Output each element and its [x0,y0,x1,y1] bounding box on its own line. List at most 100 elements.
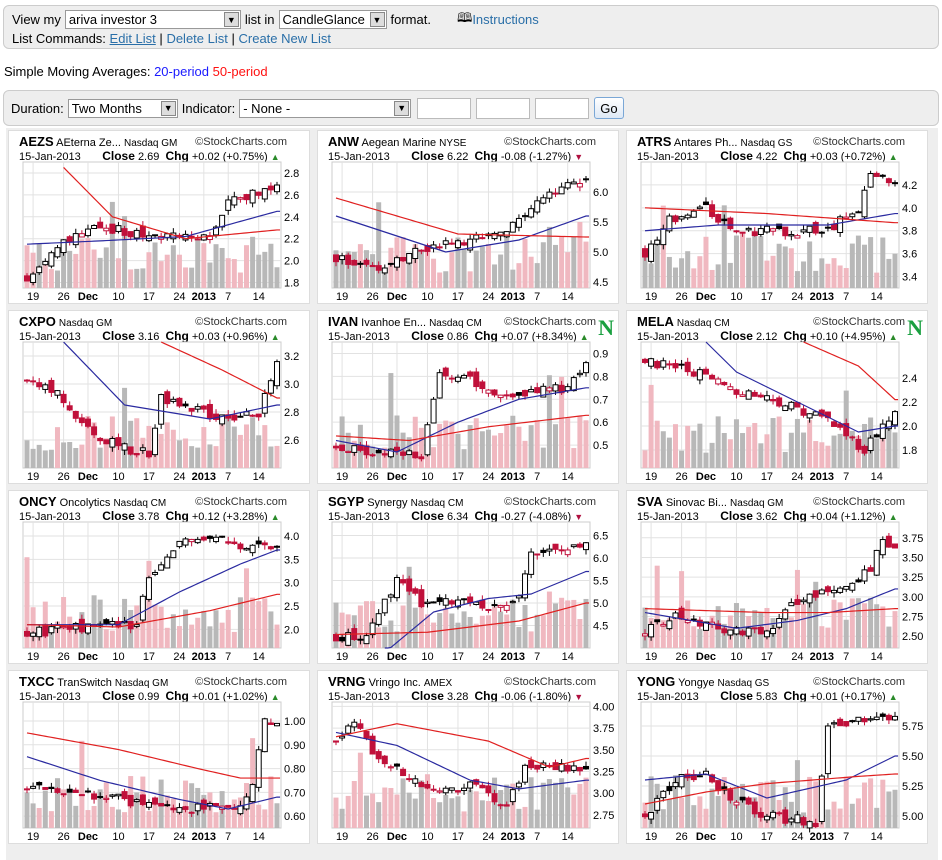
candle-body [776,812,783,815]
y-tick-label: 5.25 [902,781,923,793]
candle-body [121,791,128,800]
volume-bar [577,783,583,828]
candle-body [274,545,280,548]
candle-body [339,255,346,261]
symbol[interactable]: ATRS [637,134,672,149]
x-tick-label: 14 [562,831,574,843]
format-value: CandleGlance [282,12,365,27]
candle-chart-txcc[interactable]: TXCC TranSwitch Nasdaq GM ©StockCharts.c… [8,670,310,844]
volume-bar [140,607,146,648]
volume-bar [237,272,243,288]
candle-chart-vrng[interactable]: VRNG Vringo Inc. AMEX ©StockCharts.com 1… [317,670,619,844]
candle-body [72,233,79,246]
sma50-line [63,167,281,240]
param-input-3[interactable] [535,97,590,119]
candle-body [424,601,431,605]
symbol[interactable]: SGYP [328,494,365,509]
indicator-select[interactable]: - None - ▼ [239,98,412,118]
create-list-link[interactable]: Create New List [238,31,331,46]
delete-list-link[interactable]: Delete List [166,31,228,46]
x-tick-label: 17 [452,471,464,483]
volume-bar [819,258,825,288]
candle-body [583,178,589,181]
candle-body [800,229,807,233]
symbol[interactable]: ANW [328,134,360,149]
volume-bar [825,263,831,288]
volume-bar [115,625,121,648]
candle-body [745,227,752,231]
candle-body [261,542,268,546]
param-input-1[interactable] [417,97,472,119]
candle-body [733,627,740,635]
candle-chart-oncy[interactable]: ONCY Oncolytics Nasdaq CM ©StockCharts.c… [8,490,310,664]
volume-bar [583,598,589,648]
volume-bar [67,442,73,468]
candle-chart-ivan[interactable]: IVAN Ivanhoe En... Nasdaq CM ©StockChart… [317,310,619,484]
symbol[interactable]: TXCC [19,674,55,689]
symbol[interactable]: IVAN [328,314,359,329]
candle-body [448,600,455,605]
y-tick-label: 2.6 [284,190,299,202]
candle-chart-cxpo[interactable]: CXPO Nasdaq GM ©StockCharts.com 15-Jan-2… [8,310,310,484]
copyright: ©StockCharts.com [504,136,596,148]
candle-chart-atrs[interactable]: ATRS Antares Ph... Nasdaq GS ©StockChart… [626,130,928,304]
edit-list-link[interactable]: Edit List [109,31,156,46]
candle-body [145,450,152,458]
candle-body [418,249,425,252]
volume-bar [189,783,195,828]
volume-bar [412,798,418,828]
symbol[interactable]: MELA [637,314,674,329]
chevron-down-icon[interactable]: ▼ [223,12,239,27]
go-button[interactable]: Go [594,97,624,119]
format-select[interactable]: CandleGlance ▼ [278,10,387,29]
volume-bar [843,619,849,648]
volume-bar [128,269,134,288]
volume-bar [400,605,406,648]
volume-bar [715,416,721,468]
duration-select[interactable]: Two Months ▼ [67,98,178,118]
symbol[interactable]: SVA [637,494,663,509]
volume-bar [443,607,449,648]
candle-chart-aezs[interactable]: AEZS AEterna Ze... Nasdaq GM ©StockChart… [8,130,310,304]
list-in-label: list in [244,12,275,27]
candle-body [497,804,504,807]
volume-bar [406,792,412,828]
candle-body [672,363,679,369]
x-tick-label: Dec [78,291,98,303]
volume-bar [250,417,256,468]
symbol[interactable]: ONCY [19,494,57,509]
close-value: 3.78 [137,511,160,523]
candle-chart-sva[interactable]: SVA Sinovac Bi... Nasdaq GM ©StockCharts… [626,490,928,664]
symbol[interactable]: CXPO [19,314,56,329]
y-tick-label: 2.2 [902,397,917,409]
symbol[interactable]: AEZS [19,134,54,149]
volume-bar [262,598,268,648]
param-input-2[interactable] [476,97,531,119]
symbol[interactable]: YONG [637,674,676,689]
symbol[interactable]: VRNG [328,674,366,689]
chevron-down-icon[interactable]: ▼ [369,12,385,27]
candle-body [24,379,30,382]
x-tick-label: 7 [534,291,540,303]
candle-body [558,763,565,772]
y-tick-label: 2.8 [284,168,299,180]
x-tick-label: 24 [482,291,494,303]
candle-body [103,227,110,232]
candle-body [461,242,468,246]
candle-chart-sgyp[interactable]: SGYP Synergy Nasdaq CM ©StockCharts.com … [317,490,619,664]
volume-bar [540,782,546,828]
candle-chart-anw[interactable]: ANW Aegean Marine NYSE ©StockCharts.com … [317,130,619,304]
close-label: Close [411,509,444,523]
chevron-down-icon[interactable]: ▼ [394,100,410,116]
candle-chart-mela[interactable]: MELA Nasdaq CM ©StockCharts.com 15-Jan-2… [626,310,928,484]
volume-bar [146,425,152,468]
candle-body [570,181,577,185]
x-tick-label: 26 [675,831,687,843]
chevron-down-icon[interactable]: ▼ [160,100,176,116]
candle-body [121,228,128,236]
candle-body [831,589,838,594]
sma20-line [384,570,590,649]
list-select[interactable]: ariva investor 3 ▼ [64,10,241,29]
instructions-link[interactable]: Instructions [472,12,539,27]
candle-chart-yong[interactable]: YONG Yongye Nasdaq GS ©StockCharts.com 1… [626,670,928,844]
